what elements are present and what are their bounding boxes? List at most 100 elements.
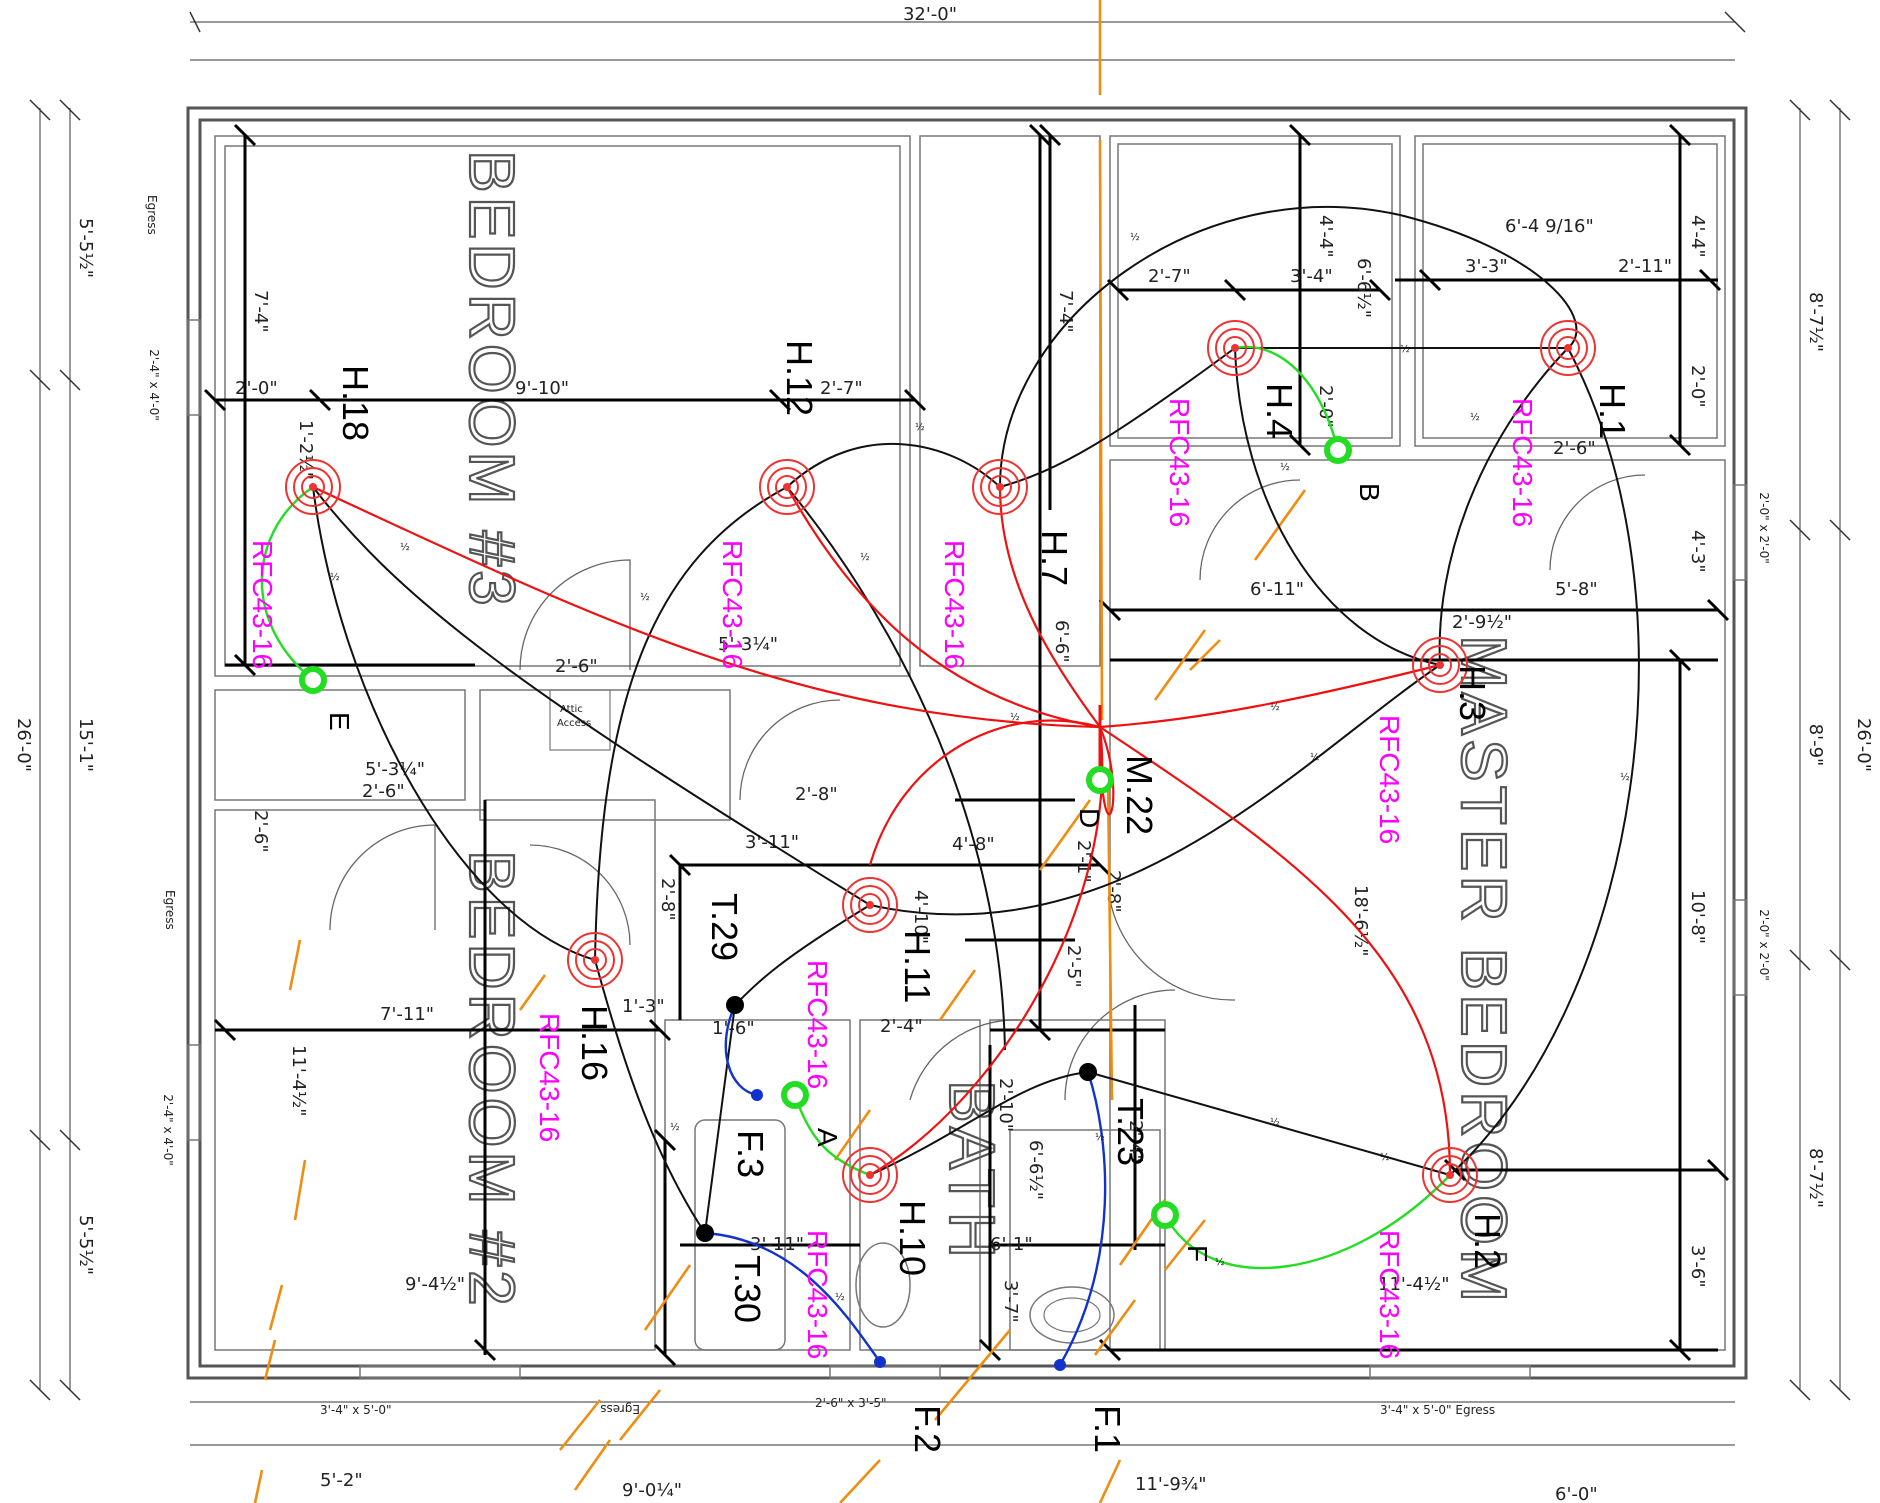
rfc-label-9: RFC43-16 — [802, 1230, 833, 1359]
dim-i-10: 6'-4 9/16" — [1505, 216, 1594, 237]
junction-label-b: B — [1354, 483, 1385, 502]
junction-ring-icon — [302, 669, 324, 691]
dim-i-48: 3'-6" — [1687, 1245, 1708, 1288]
junction-ring-icon — [1089, 769, 1111, 791]
slope-3: ½ — [640, 591, 650, 603]
junction-ring-icon — [1327, 439, 1349, 461]
register-target-icon — [568, 933, 622, 987]
dim-right-2: 8'-9" — [1805, 724, 1826, 767]
dim-i-0: 7'-4" — [250, 290, 271, 333]
dim-i-28: 3'-11" — [745, 832, 799, 853]
dim-i-11: 3'-3" — [1465, 256, 1508, 277]
slope-13: ½ — [1380, 1151, 1390, 1163]
dim-i-36: 1'-3" — [622, 996, 665, 1017]
slope-1: ½ — [400, 541, 410, 553]
junction-label-d: D — [1074, 808, 1105, 828]
window-right-upper: 2'-0" x 2'-0" — [1757, 492, 1771, 564]
egress-label-1: Egress — [145, 195, 159, 235]
junction-label-a: A — [812, 1128, 843, 1147]
dim-bottom-3: 11'-9¾" — [1135, 1474, 1207, 1495]
slope-15: ½ — [1095, 1131, 1105, 1143]
window-bottom-right: 3'-4" x 5'-0" Egress — [1380, 1403, 1495, 1417]
dim-i-34: 2'-5" — [1063, 945, 1084, 988]
dim-left-1: 5'-5½" — [75, 218, 96, 278]
dim-i-32: 2'-8" — [1103, 870, 1124, 913]
dim-i-26: 2'-8" — [795, 784, 838, 805]
slope-6: ½ — [1130, 231, 1140, 243]
dim-i-5: 7'-4" — [1055, 290, 1076, 333]
slope-14: ½ — [670, 1121, 680, 1133]
slope-4: ½ — [860, 551, 870, 563]
dim-i-8: 4'-4" — [1315, 215, 1336, 258]
register-target-icon — [1541, 321, 1595, 375]
dim-i-3: 1'-2½" — [295, 420, 316, 480]
dim-i-25: 2'-6" — [362, 781, 405, 802]
dim-i-50: 18'-6½" — [1350, 885, 1371, 957]
window-bottom-left: 3'-4" x 5'-0" — [320, 1403, 392, 1417]
fixture-h3: H.3 — [1452, 665, 1493, 721]
dim-right-overall: 26'-0" — [1853, 718, 1874, 772]
egress-label-3: Egress — [600, 1402, 640, 1416]
dim-i-35: 7'-11" — [380, 1004, 434, 1025]
dim-i-43: 6'-1" — [990, 1234, 1033, 1255]
dim-left-3: 5'-5½" — [75, 1215, 96, 1275]
dim-bottom-2: 9'-0¼" — [622, 1480, 682, 1501]
slope-12: ½ — [1270, 1116, 1280, 1128]
slope-18: ½ — [1010, 711, 1020, 723]
fixture-f3: F.3 — [730, 1130, 771, 1178]
rfc-label-2: RFC43-16 — [717, 540, 748, 669]
dim-i-6: 2'-7" — [1148, 266, 1191, 287]
slope-5: ½ — [915, 421, 925, 433]
fixture-h18: H.18 — [335, 365, 376, 441]
register-target-icon — [973, 460, 1027, 514]
slope-2: ½ — [330, 571, 340, 583]
slope-8: ½ — [1280, 461, 1290, 473]
slope-10: ½ — [1620, 771, 1630, 783]
register-target-icon — [286, 460, 340, 514]
fixture-h4: H.4 — [1259, 383, 1300, 439]
dim-bottom-1: 5'-2" — [320, 1470, 363, 1491]
window-bottom-mid: 2'-6" x 3'-5" — [815, 1396, 887, 1410]
fixture-t23: T.23 — [1110, 1098, 1151, 1166]
egress-label-2: Egress — [163, 890, 177, 930]
dim-i-27: 2'-6" — [250, 810, 271, 853]
terminal-dot-icon — [726, 996, 744, 1014]
dim-i-46: 9'-4½" — [405, 1274, 465, 1295]
slope-17: ½ — [1215, 1256, 1225, 1268]
dim-left-2: 15'-1" — [75, 718, 96, 772]
fixture-t29: T.29 — [704, 893, 745, 961]
window-left-lower: 2'-4" x 4'-0" — [161, 1094, 175, 1166]
window-right-lower: 2'-0" x 2'-0" — [1757, 909, 1771, 981]
register-target-icon — [843, 878, 897, 932]
room-bedroom-2: BEDROOM #2 — [456, 850, 528, 1310]
rfc-label-7: RFC43-16 — [802, 960, 833, 1089]
room-master-bedroom: MASTER BEDROOM — [1448, 635, 1520, 1306]
fixture-h7: H.7 — [1034, 530, 1075, 586]
dim-i-15: 2'-0" — [1315, 385, 1336, 428]
rfc-label-1: RFC43-16 — [247, 540, 278, 669]
terminal-dot-icon — [1079, 1063, 1097, 1081]
window-left-upper: 2'-4" x 4'-0" — [147, 349, 161, 421]
register-target-icon — [1423, 1148, 1477, 1202]
dim-i-45: 3'-7" — [1000, 1280, 1021, 1323]
junction-label-f: F — [1182, 1245, 1213, 1262]
rfc-label-8: RFC43-16 — [534, 1013, 565, 1142]
fixture-h12: H.12 — [779, 340, 820, 416]
fixture-f1: F.1 — [1087, 1405, 1128, 1453]
rfc-label-10: RFC43-16 — [1374, 1230, 1405, 1359]
slope-19: ½ — [1270, 701, 1280, 713]
dim-i-2: 9'-10" — [515, 378, 569, 399]
dim-i-39: 11'-4½" — [288, 1045, 309, 1117]
dim-i-23: 2'-6" — [555, 656, 598, 677]
slope-7: ½ — [1400, 343, 1410, 355]
fixture-h16: H.16 — [574, 1005, 615, 1081]
dim-i-1: 2'-0" — [235, 378, 278, 399]
slope-9: ½ — [1470, 411, 1480, 423]
dim-left-overall: 26'-0" — [13, 718, 34, 772]
dim-i-16: 2'-6" — [1553, 438, 1596, 459]
dim-i-18: 5'-8" — [1555, 579, 1598, 600]
register-target-icon — [1208, 321, 1262, 375]
dim-i-20: 2'-9½" — [1452, 612, 1512, 633]
fixture-h1: H.1 — [1592, 383, 1633, 439]
